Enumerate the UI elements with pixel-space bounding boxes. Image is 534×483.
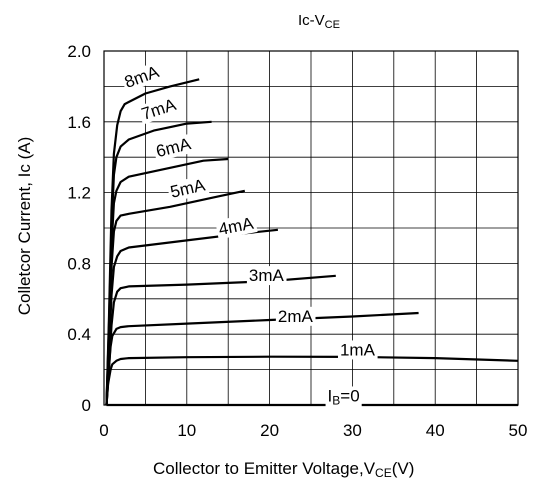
label-background xyxy=(166,174,210,203)
y-axis-label: Colletcor Current, Ic (A) xyxy=(15,137,34,316)
curve-label-2ma: 2mA xyxy=(278,307,314,326)
x-tick-label: 30 xyxy=(343,421,362,440)
label-background xyxy=(246,266,287,286)
curve-8ma xyxy=(105,78,200,406)
y-tick-label: 0 xyxy=(82,396,91,415)
tick-labels: 0 10 20 30 40 50 0 0.4 0.8 1.2 1.6 2.0 xyxy=(67,42,527,440)
curve-6ma xyxy=(105,157,229,406)
y-tick-label: 1.6 xyxy=(67,113,91,132)
x-axis-label-sub: CE xyxy=(375,466,392,480)
curve-label-8ma: 8mA xyxy=(122,62,162,92)
label-background xyxy=(137,94,181,125)
curve-label-1ma: 1mA xyxy=(340,340,376,359)
curve-1ma xyxy=(105,355,519,406)
label-background xyxy=(120,61,164,93)
curve-3ma xyxy=(105,274,336,406)
x-axis-label-unit: (V) xyxy=(392,459,415,478)
x-tick-label: 50 xyxy=(509,421,528,440)
curve-label-3ma: 3mA xyxy=(249,266,285,285)
y-tick-label: 0.4 xyxy=(67,325,91,344)
curve-4ma xyxy=(105,228,279,406)
curve-label-5ma: 5mA xyxy=(169,175,208,202)
label-background xyxy=(325,386,362,408)
curves xyxy=(105,78,519,407)
label-sub: B xyxy=(332,393,340,407)
label-background xyxy=(152,133,196,162)
y-tick-label: 1.2 xyxy=(67,184,91,203)
x-tick-label: 20 xyxy=(260,421,279,440)
label-background xyxy=(215,213,258,240)
x-tick-label: 0 xyxy=(99,421,108,440)
curve-label-4ma: 4mA xyxy=(217,214,256,239)
label-main: I xyxy=(328,386,333,405)
y-tick-label: 0.8 xyxy=(67,254,91,273)
x-axis-label: Collector to Emitter Voltage,VCE(V) xyxy=(153,459,414,480)
x-tick-label: 40 xyxy=(426,421,445,440)
label-background xyxy=(337,340,378,360)
x-axis-label-main: Collector to Emitter Voltage,V xyxy=(153,459,376,478)
label-suffix: =0 xyxy=(340,386,359,405)
label-background xyxy=(275,306,316,326)
chart-title: Ic-VCE xyxy=(298,12,340,31)
curve-label-i: IB=0 xyxy=(328,386,360,407)
chart-title-sub: CE xyxy=(325,19,340,31)
chart-title-main: Ic-V xyxy=(298,12,325,29)
y-tick-label: 2.0 xyxy=(67,42,91,61)
x-tick-label: 10 xyxy=(177,421,196,440)
